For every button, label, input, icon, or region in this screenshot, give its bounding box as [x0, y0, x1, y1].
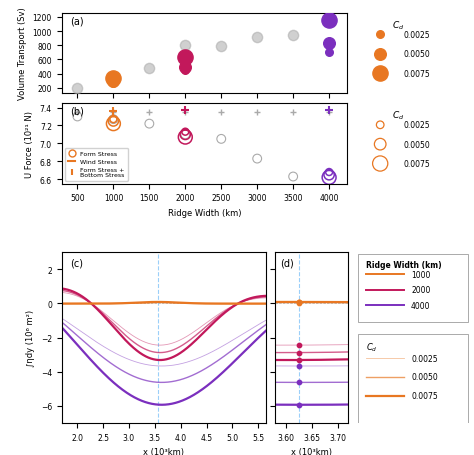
Point	[295, 298, 302, 306]
X-axis label: Ridge Width (km): Ridge Width (km)	[168, 208, 241, 217]
Point	[182, 64, 189, 71]
Point	[146, 65, 153, 72]
Point	[109, 78, 117, 85]
Point	[109, 121, 117, 128]
Text: 2000: 2000	[411, 286, 430, 294]
Text: Ridge Width (km): Ridge Width (km)	[366, 260, 442, 269]
Point	[325, 18, 333, 25]
Point	[325, 169, 333, 176]
FancyBboxPatch shape	[358, 334, 468, 423]
Point	[182, 67, 189, 75]
Point	[73, 114, 81, 121]
Text: 0.0025: 0.0025	[403, 121, 429, 130]
Point	[289, 173, 297, 181]
Text: $C_d$: $C_d$	[392, 109, 405, 122]
Point	[376, 122, 384, 129]
Point	[295, 349, 302, 356]
Point	[146, 121, 153, 128]
Point	[109, 118, 117, 125]
Y-axis label: U Force (10²¹ N): U Force (10²¹ N)	[25, 111, 34, 177]
Legend: Form Stress, Wind Stress, Form Stress +
Bottom Stress: Form Stress, Wind Stress, Form Stress + …	[65, 148, 128, 181]
Point	[254, 35, 261, 42]
Point	[295, 342, 302, 349]
Point	[182, 131, 189, 139]
Point	[109, 75, 117, 82]
Text: 0.0075: 0.0075	[403, 160, 430, 169]
FancyBboxPatch shape	[358, 254, 468, 323]
Point	[109, 116, 117, 123]
Text: 0.0025: 0.0025	[411, 354, 438, 363]
Text: 0.0050: 0.0050	[403, 140, 430, 149]
Point	[182, 129, 189, 136]
Text: (a): (a)	[70, 16, 84, 26]
Point	[295, 299, 302, 307]
Point	[73, 85, 81, 92]
Text: 0.0075: 0.0075	[403, 70, 430, 79]
Point	[295, 363, 302, 370]
Text: (c): (c)	[70, 258, 83, 268]
Point	[182, 131, 189, 139]
Text: (b): (b)	[70, 106, 84, 116]
Point	[376, 32, 384, 39]
Point	[325, 40, 333, 48]
Point	[376, 161, 384, 168]
Point	[325, 49, 333, 56]
Point	[325, 172, 333, 179]
X-axis label: x (10³km): x (10³km)	[291, 447, 332, 455]
Point	[109, 116, 117, 123]
Point	[182, 134, 189, 142]
Text: 0.0025: 0.0025	[403, 31, 429, 40]
Text: 4000: 4000	[411, 301, 430, 310]
Text: $C_d$: $C_d$	[392, 19, 405, 32]
Point	[218, 43, 225, 51]
Point	[289, 32, 297, 39]
Text: $C_d$: $C_d$	[366, 341, 378, 354]
Point	[376, 51, 384, 58]
Point	[295, 357, 302, 364]
Point	[254, 156, 261, 163]
Point	[295, 299, 302, 306]
Point	[109, 81, 117, 88]
Point	[376, 141, 384, 148]
Point	[295, 379, 302, 386]
Point	[182, 54, 189, 61]
Text: 0.0075: 0.0075	[411, 391, 438, 400]
Text: 0.0050: 0.0050	[403, 50, 430, 59]
Text: 0.0050: 0.0050	[411, 373, 438, 382]
X-axis label: x (10³km): x (10³km)	[143, 447, 184, 455]
Text: (d): (d)	[280, 258, 294, 268]
Point	[325, 174, 333, 182]
Text: 1000: 1000	[411, 270, 430, 279]
Point	[182, 42, 189, 50]
Y-axis label: Volume Transport (Sv): Volume Transport (Sv)	[18, 8, 27, 100]
Point	[295, 401, 302, 409]
Y-axis label: ∫ηdy (10⁶ m²): ∫ηdy (10⁶ m²)	[26, 309, 35, 366]
Point	[218, 136, 225, 143]
Point	[376, 71, 384, 78]
